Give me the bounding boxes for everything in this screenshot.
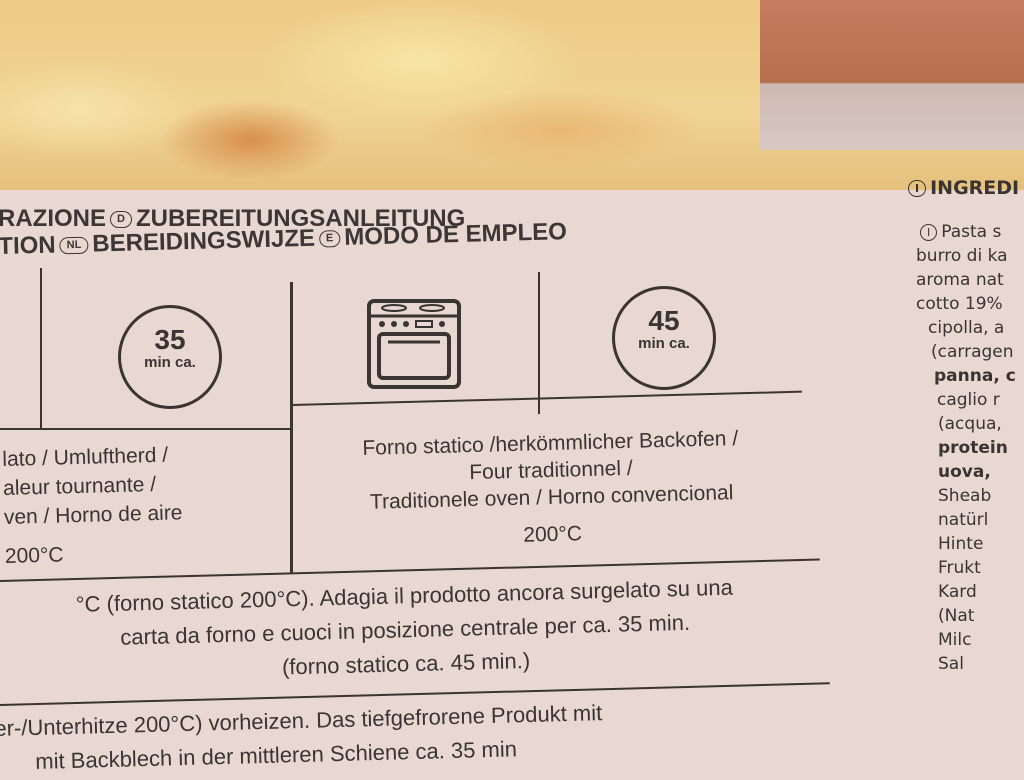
ingredient-line: Sal bbox=[938, 654, 964, 674]
ingredient-line: cipolla, a bbox=[928, 318, 1005, 338]
ingredient-line: natürl bbox=[938, 510, 989, 530]
language-badge-i: I bbox=[908, 180, 927, 197]
clock-unit: min ca. bbox=[144, 354, 196, 371]
ingredient-line: burro di ka bbox=[916, 246, 1008, 266]
italian-instructions: °C (forno statico 200°C). Adagia il prod… bbox=[0, 569, 816, 692]
clock-minutes: 35 bbox=[154, 324, 186, 355]
ingredient-line: (carragen bbox=[931, 342, 1014, 362]
ingredient-line: Hinte bbox=[938, 534, 984, 554]
german-instructions: er-/Unterhitze 200°C) vorheizen. Das tie… bbox=[0, 696, 604, 780]
ingredient-line: aroma nat bbox=[916, 270, 1004, 290]
ingredient-line: Sheab bbox=[938, 486, 992, 506]
clock-minutes: 45 bbox=[648, 305, 680, 336]
language-badge-d: D bbox=[110, 211, 132, 229]
food-photo bbox=[0, 0, 1024, 190]
text-line: aleur tournante / bbox=[2, 472, 157, 500]
ingredient-line: Milc bbox=[938, 630, 972, 650]
ingredient-line: (acqua, bbox=[938, 414, 1002, 434]
language-badge-e: E bbox=[318, 230, 341, 248]
header-text: TION bbox=[0, 231, 57, 260]
food-photo-right bbox=[760, 0, 1024, 150]
ingredient-line: cotto 19% bbox=[916, 294, 1003, 314]
static-oven-temp: 200°C bbox=[523, 522, 583, 547]
static-oven-text: Forno statico /herkömmlicher Backofen / … bbox=[320, 424, 783, 554]
ingredient-line: uova, bbox=[938, 462, 991, 482]
ingredient-line: Kard bbox=[938, 582, 977, 602]
clock-icon: 45 min ca. bbox=[612, 286, 716, 390]
header-text: ZUBEREITUNGSANLEITUNG bbox=[135, 205, 466, 232]
ingredients-title: I INGREDI bbox=[904, 177, 1019, 199]
divider bbox=[40, 268, 42, 430]
divider bbox=[292, 390, 802, 406]
ingredient-line: panna, c bbox=[934, 366, 1016, 386]
ingredient-line: Frukt bbox=[938, 558, 981, 578]
divider bbox=[538, 272, 540, 414]
language-badge-i: I bbox=[920, 223, 938, 241]
language-badge-nl: NL bbox=[59, 236, 89, 255]
clock-unit: min ca. bbox=[638, 335, 690, 352]
oven-icon bbox=[367, 299, 461, 389]
header-line-1: RAZIONE D ZUBEREITUNGSANLEITUNG bbox=[0, 205, 465, 233]
divider bbox=[0, 428, 290, 430]
header-text: RAZIONE bbox=[0, 205, 106, 232]
header-text: BEREIDINGSWIJZE bbox=[91, 224, 316, 258]
fan-oven-text: lato / Umluftherd / aleur tournante / ve… bbox=[2, 440, 184, 571]
text-line: lato / Umluftherd / bbox=[2, 443, 169, 471]
ingredient-text: Pasta s bbox=[941, 222, 1002, 242]
ingredient-line: (Nat bbox=[938, 606, 975, 626]
fan-oven-temp: 200°C bbox=[4, 543, 64, 568]
clock-icon: 35 min ca. bbox=[118, 305, 222, 409]
ingredient-line: caglio r bbox=[937, 390, 1000, 410]
ingredient-line: protein bbox=[938, 438, 1008, 458]
ingredients-list: I Pasta s burro di ka aroma nat cotto 19% ci… bbox=[916, 220, 1016, 676]
text-line: ven / Horno de aire bbox=[3, 501, 183, 529]
divider bbox=[290, 282, 293, 574]
ingredients-title-text: INGREDI bbox=[930, 177, 1020, 199]
ingredient-line: I Pasta s bbox=[916, 220, 1016, 244]
header-text: MODO DE EMPLEO bbox=[343, 218, 568, 251]
